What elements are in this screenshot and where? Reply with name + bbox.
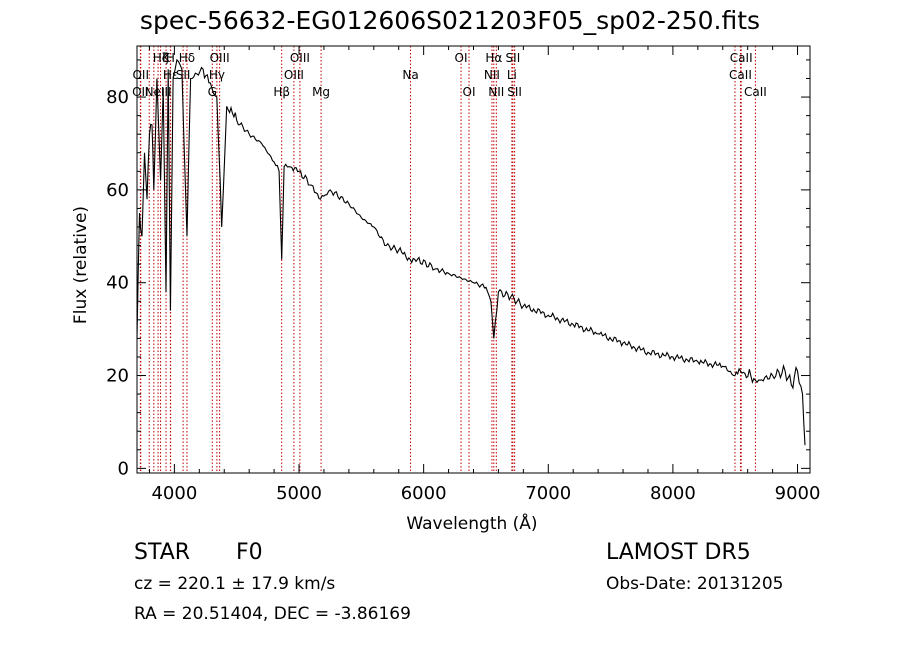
line-label: Hε: [163, 68, 179, 82]
x-tick-label: 9000: [775, 483, 821, 504]
x-tick-label: 4000: [151, 483, 197, 504]
line-label: OIII: [290, 51, 310, 65]
line-label: Hγ: [209, 68, 225, 82]
line-label: Na: [402, 68, 418, 82]
x-tick-label: 6000: [401, 483, 447, 504]
line-label: OI: [463, 85, 476, 99]
line-label: CaII: [744, 85, 767, 99]
object-subclass: F0: [236, 540, 263, 565]
x-axis: 4000 5000 6000 7000 8000 9000: [148, 46, 821, 504]
spectrum-line: [136, 58, 806, 446]
line-label: H: [166, 51, 175, 65]
line-label: OIII: [210, 51, 230, 65]
y-tick-label: 20: [106, 366, 129, 387]
line-label: CaII: [729, 68, 752, 82]
line-label: SII: [506, 51, 521, 65]
plot-frame: [136, 45, 811, 474]
survey-label: LAMOST DR5: [606, 540, 751, 565]
line-label: Hζ: [153, 51, 169, 65]
x-tick-label: 8000: [650, 483, 696, 504]
obs-date: Obs-Date: 20131205: [606, 574, 784, 594]
object-class: STAR: [134, 540, 191, 565]
x-tick-label: 5000: [276, 483, 322, 504]
x-tick-label: 7000: [525, 483, 571, 504]
emission-line-markers: [139, 46, 756, 473]
redshift-cz: cz = 220.1 ± 17.9 km/s: [134, 574, 336, 594]
line-label: Hβ: [273, 85, 290, 99]
line-label: Hα: [485, 51, 502, 65]
line-label: Mg: [312, 85, 330, 99]
line-label: Li: [507, 68, 517, 82]
y-tick-label: 0: [118, 458, 129, 479]
plot-border: [136, 45, 811, 474]
line-labels: OIIOIINeIIIHζKHHεSIIHδGHγOIIIHβOIIIOIIIM…: [132, 51, 767, 99]
line-label: NeIII: [145, 85, 172, 99]
line-label: CaII: [730, 51, 753, 65]
line-label: OI: [455, 51, 468, 65]
line-label: Hδ: [179, 51, 195, 65]
line-label: NII: [484, 68, 500, 82]
chart-title: spec-56632-EG012606S021203F05_sp02-250.f…: [139, 6, 761, 35]
x-axis-label: Wavelength (Å): [406, 512, 537, 534]
line-label: NII: [488, 85, 504, 99]
coordinates: RA = 20.51404, DEC = -3.86169: [134, 604, 411, 624]
line-label: G: [208, 85, 217, 99]
y-tick-label: 40: [106, 273, 129, 294]
spectrum-series: [136, 58, 806, 446]
y-tick-label: 80: [106, 87, 129, 108]
line-label: K: [162, 51, 171, 65]
y-axis-label: Flux (relative): [71, 206, 91, 324]
line-label: SII: [176, 68, 191, 82]
line-label: OIII: [284, 68, 304, 82]
y-axis: 0 20 40 60 80: [106, 59, 810, 479]
line-label: SII: [507, 85, 522, 99]
line-label: OII: [132, 85, 149, 99]
line-label: OII: [132, 68, 149, 82]
y-tick-label: 60: [106, 180, 129, 201]
